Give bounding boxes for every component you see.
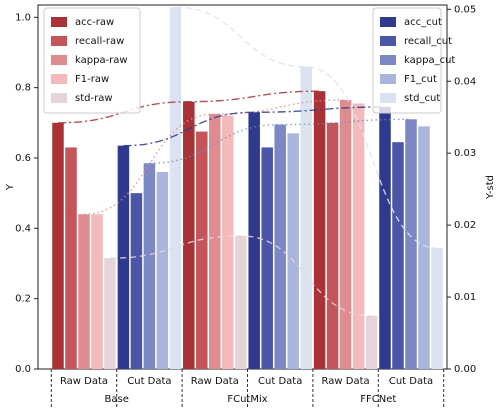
legend-box (372, 7, 442, 114)
bar (169, 7, 182, 369)
legend-swatch (51, 36, 67, 46)
y-axis-label: Y (5, 183, 16, 191)
bar (418, 126, 430, 369)
trend-line (109, 235, 372, 317)
bar (104, 258, 116, 369)
bar (392, 142, 404, 369)
trend-line (149, 118, 412, 164)
legend-label: std_cut (404, 93, 440, 104)
legend-swatch (51, 17, 67, 27)
bar (379, 106, 391, 369)
legend-swatch (51, 55, 67, 65)
legend-label: std-raw (75, 93, 113, 104)
y2-tick-label: 0.02 (454, 220, 476, 231)
x-tick-label: Cut Data (258, 376, 302, 387)
legend-label: F1-raw (75, 74, 109, 85)
y-tick-label: 0.6 (15, 153, 31, 164)
legend: acc_cut recall_cut kappa_cut F1_cut std_cut (372, 7, 455, 114)
y2-tick-label: 0.03 (454, 148, 476, 159)
legend-swatch (380, 74, 396, 84)
trend-line (57, 90, 320, 124)
bar (339, 99, 352, 370)
legend-label: recall_cut (404, 36, 452, 47)
group-label: FFCNet (360, 394, 396, 405)
legend-label: F1_cut (404, 74, 437, 85)
y2-axis-label: Y-std (485, 175, 496, 200)
legend-swatch (380, 55, 396, 65)
group-label: FCutMix (227, 394, 267, 405)
legend-swatch (380, 17, 396, 27)
bar (431, 248, 443, 369)
y-tick-label: 0.0 (15, 364, 31, 375)
bar (65, 147, 77, 369)
x-tick-label: Raw Data (322, 376, 370, 387)
bar (405, 119, 417, 369)
bar (222, 115, 234, 369)
legend-box (43, 7, 141, 114)
legend-label: acc_cut (404, 17, 442, 28)
bar (274, 124, 286, 369)
legend-label: recall-raw (75, 36, 124, 47)
group-label: Base (105, 394, 129, 405)
y-tick-label: 0.4 (15, 223, 31, 234)
bar (91, 214, 103, 369)
bar (300, 66, 312, 370)
legend: acc-raw recall-raw kappa-raw F1-raw std-raw (43, 7, 141, 114)
legend-swatch (51, 93, 67, 103)
legend-label: kappa_cut (404, 55, 455, 66)
bar (196, 131, 208, 369)
bar (156, 172, 169, 369)
y2-tick-label: 0.00 (454, 364, 476, 375)
y-tick-label: 1.0 (15, 12, 31, 23)
bar (78, 214, 90, 369)
y2-tick-label: 0.04 (454, 76, 476, 87)
bar (52, 122, 64, 369)
bar (143, 163, 156, 369)
trend-line (175, 6, 438, 249)
trend-line (123, 106, 386, 147)
x-tick-label: Raw Data (191, 376, 239, 387)
legend-swatch (51, 74, 67, 84)
x-tick-label: Raw Data (60, 376, 108, 387)
bar (365, 315, 378, 369)
bar (352, 103, 365, 370)
bar (287, 133, 299, 369)
bar (183, 101, 195, 370)
y2-tick-label: 0.05 (454, 4, 476, 15)
bar (261, 147, 273, 369)
bar (130, 193, 143, 369)
y2-tick-label: 0.01 (454, 292, 476, 303)
trend-line (83, 99, 346, 215)
bar (235, 235, 247, 369)
legend-label: acc-raw (75, 17, 114, 28)
y-tick-label: 0.8 (15, 83, 31, 94)
bar (209, 114, 221, 369)
bar (326, 122, 339, 369)
bar (313, 91, 326, 370)
legend-swatch (380, 93, 396, 103)
legend-label: kappa-raw (75, 55, 128, 66)
x-tick-label: Cut Data (389, 376, 433, 387)
bar (248, 112, 260, 370)
y-tick-label: 0.2 (15, 294, 31, 305)
x-tick-label: Cut Data (127, 376, 171, 387)
legend-swatch (380, 36, 396, 46)
